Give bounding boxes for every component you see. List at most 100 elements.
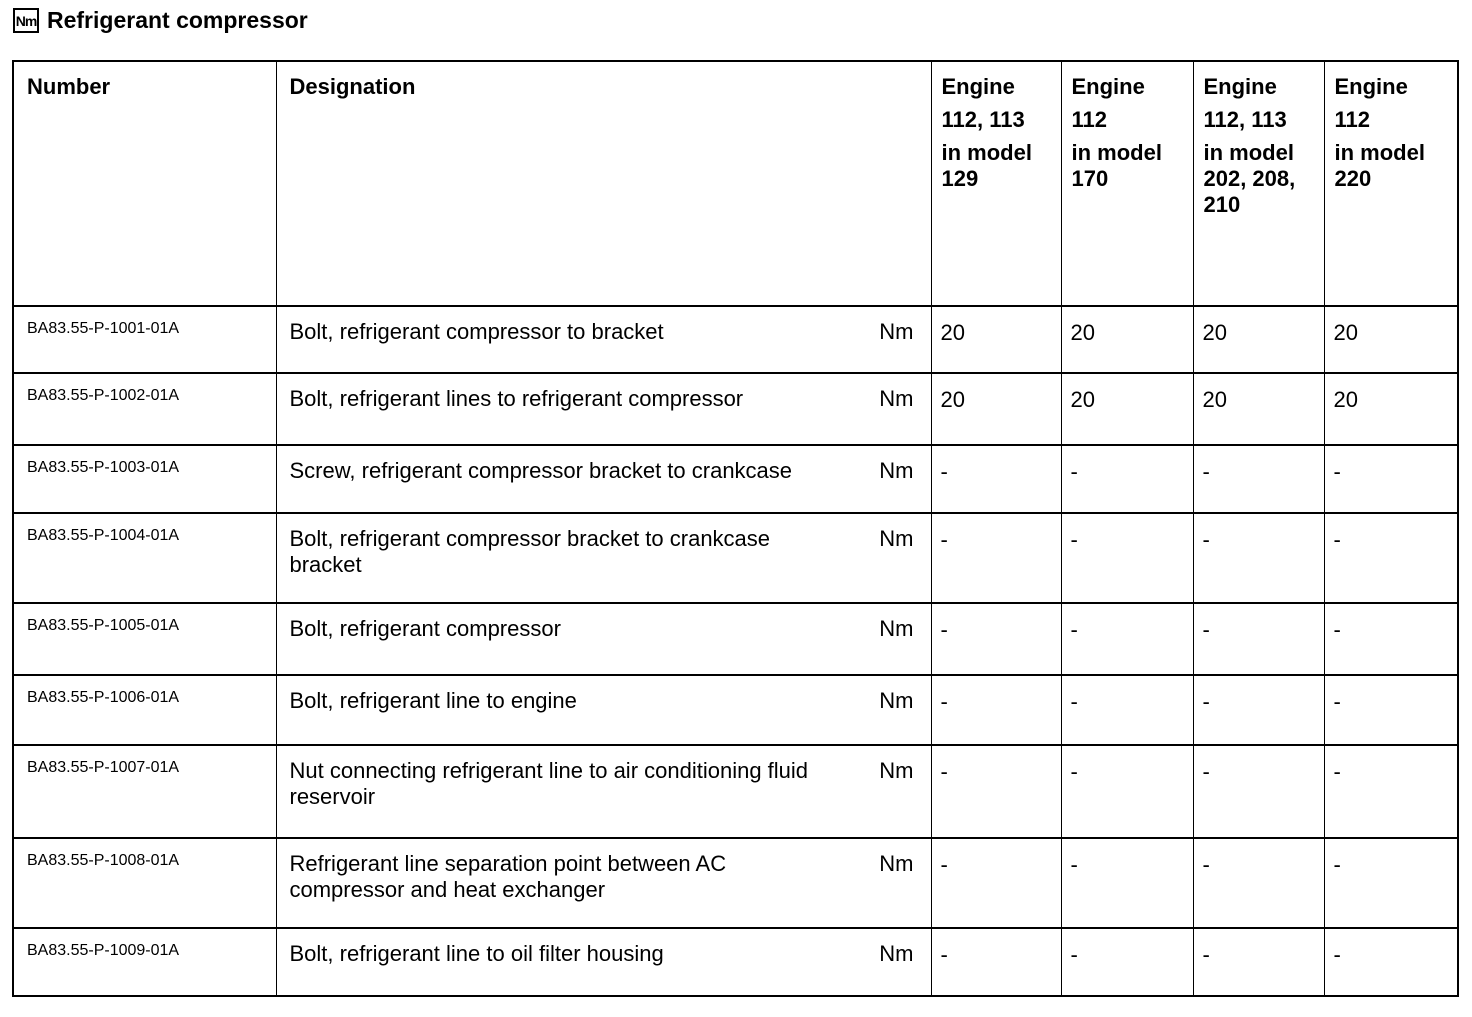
row-designation-cell: Bolt, refrigerant line to engine Nm (275, 674, 931, 745)
torque-value-cell: - (930, 512, 1061, 603)
col-header-number: Number (12, 60, 276, 306)
col-header-engine-220: Engine 112 in model 220 (1323, 60, 1458, 306)
engine-header-in-model: in model 202, 208, 210 (1203, 140, 1296, 217)
torque-value-cell: - (1192, 837, 1324, 928)
torque-value-cell: - (1060, 444, 1193, 513)
engine-header-in-model: in model 129 (941, 140, 1032, 191)
torque-value-cell: - (1323, 837, 1458, 928)
row-designation-cell: Bolt, refrigerant lines to refrigerant c… (275, 372, 931, 445)
row-number-cell: BA83.55-P-1002-01A (12, 372, 276, 445)
unit-label: Nm (879, 458, 914, 483)
table-row: BA83.55-P-1009-01A Bolt, refrigerant lin… (12, 927, 1458, 996)
designation-text: Refrigerant line separation point betwee… (289, 851, 727, 902)
torque-value-cell: - (1060, 744, 1193, 838)
torque-value-cell: - (930, 744, 1061, 838)
torque-value-cell: - (930, 927, 1061, 996)
torque-table: Number Designation Engine 112, 113 in mo… (12, 60, 1459, 997)
row-designation-cell: Nut connecting refrigerant line to air c… (275, 744, 931, 838)
table-row: BA83.55-P-1005-01A Bolt, refrigerant com… (12, 602, 1458, 675)
torque-value-cell: - (1060, 512, 1193, 603)
torque-value-cell: - (1323, 927, 1458, 996)
table-header-row: Number Designation Engine 112, 113 in mo… (12, 60, 1458, 306)
col-header-designation: Designation (275, 60, 931, 306)
torque-value-cell: 20 (1192, 305, 1324, 373)
engine-header-in-model: in model 220 (1334, 140, 1425, 191)
engine-header-label: Engine (1071, 74, 1145, 99)
table-row: BA83.55-P-1008-01A Refrigerant line sepa… (12, 837, 1458, 928)
row-designation-cell: Refrigerant line separation point betwee… (275, 837, 931, 928)
table-row: BA83.55-P-1001-01A Bolt, refrigerant com… (12, 305, 1458, 373)
torque-value-cell: - (1060, 837, 1193, 928)
torque-value-cell: 20 (930, 305, 1061, 373)
row-designation-cell: Bolt, refrigerant compressor bracket to … (275, 512, 931, 603)
col-header-engine-170: Engine 112 in model 170 (1060, 60, 1193, 306)
row-number-cell: BA83.55-P-1006-01A (12, 674, 276, 745)
table-row: BA83.55-P-1004-01A Bolt, refrigerant com… (12, 512, 1458, 603)
torque-value-cell: - (1323, 602, 1458, 675)
row-number-cell: BA83.55-P-1009-01A (12, 927, 276, 996)
row-designation-cell: Screw, refrigerant compressor bracket to… (275, 444, 931, 513)
row-designation-cell: Bolt, refrigerant compressor Nm (275, 602, 931, 675)
torque-value-cell: - (1060, 602, 1193, 675)
unit-label: Nm (879, 851, 914, 876)
table-row: BA83.55-P-1007-01A Nut connecting refrig… (12, 744, 1458, 838)
section-title-row: Nm Refrigerant compressor (13, 7, 1472, 34)
torque-value-cell: 20 (1323, 372, 1458, 445)
unit-label: Nm (879, 319, 914, 344)
torque-value-cell: - (1323, 444, 1458, 513)
engine-header-in-model: in model 170 (1071, 140, 1162, 191)
torque-value-cell: - (930, 837, 1061, 928)
row-number-cell: BA83.55-P-1007-01A (12, 744, 276, 838)
torque-value-cell: - (1192, 927, 1324, 996)
torque-value-cell: - (1323, 744, 1458, 838)
unit-label: Nm (879, 616, 914, 641)
unit-label: Nm (879, 386, 914, 411)
torque-value-cell: - (1060, 674, 1193, 745)
nm-torque-icon: Nm (13, 8, 39, 33)
torque-value-cell: 20 (1323, 305, 1458, 373)
row-number-cell: BA83.55-P-1001-01A (12, 305, 276, 373)
torque-value-cell: - (1192, 444, 1324, 513)
row-number-cell: BA83.55-P-1003-01A (12, 444, 276, 513)
torque-value-cell: - (1192, 674, 1324, 745)
engine-header-label: Engine (941, 74, 1015, 99)
torque-value-cell: - (1192, 602, 1324, 675)
row-designation-cell: Bolt, refrigerant line to oil filter hou… (275, 927, 931, 996)
torque-value-cell: - (930, 444, 1061, 513)
designation-text: Screw, refrigerant compressor bracket to… (289, 458, 793, 483)
table-row: BA83.55-P-1002-01A Bolt, refrigerant lin… (12, 372, 1458, 445)
designation-text: Bolt, refrigerant lines to refrigerant c… (289, 386, 744, 411)
page-title: Refrigerant compressor (47, 7, 308, 33)
engine-header-models: 112 (1334, 107, 1371, 132)
torque-value-cell: 20 (1060, 372, 1193, 445)
torque-value-cell: - (1192, 512, 1324, 603)
torque-value-cell: - (1060, 927, 1193, 996)
unit-label: Nm (879, 688, 914, 713)
row-number-cell: BA83.55-P-1004-01A (12, 512, 276, 603)
row-designation-cell: Bolt, refrigerant compressor to bracket … (275, 305, 931, 373)
row-number-cell: BA83.55-P-1005-01A (12, 602, 276, 675)
torque-value-cell: - (1323, 674, 1458, 745)
designation-text: Bolt, refrigerant compressor (289, 616, 561, 641)
engine-header-label: Engine (1203, 74, 1277, 99)
unit-label: Nm (879, 526, 914, 551)
unit-label: Nm (879, 941, 914, 966)
table-row: BA83.55-P-1006-01A Bolt, refrigerant lin… (12, 674, 1458, 745)
torque-value-cell: 20 (1060, 305, 1193, 373)
engine-header-models: 112, 113 (1203, 107, 1287, 132)
designation-text: Nut connecting refrigerant line to air c… (289, 758, 809, 809)
col-header-engine-202-208-210: Engine 112, 113 in model 202, 208, 210 (1192, 60, 1324, 306)
engine-header-label: Engine (1334, 74, 1408, 99)
row-number-cell: BA83.55-P-1008-01A (12, 837, 276, 928)
engine-header-models: 112, 113 (941, 107, 1025, 132)
col-header-engine-129: Engine 112, 113 in model 129 (930, 60, 1061, 306)
engine-header-models: 112 (1071, 107, 1108, 132)
torque-value-cell: - (1192, 744, 1324, 838)
torque-value-cell: - (930, 674, 1061, 745)
torque-value-cell: 20 (1192, 372, 1324, 445)
table-row: BA83.55-P-1003-01A Screw, refrigerant co… (12, 444, 1458, 513)
designation-text: Bolt, refrigerant compressor bracket to … (289, 526, 771, 577)
torque-value-cell: - (930, 602, 1061, 675)
torque-value-cell: 20 (930, 372, 1061, 445)
designation-text: Bolt, refrigerant line to oil filter hou… (289, 941, 664, 966)
